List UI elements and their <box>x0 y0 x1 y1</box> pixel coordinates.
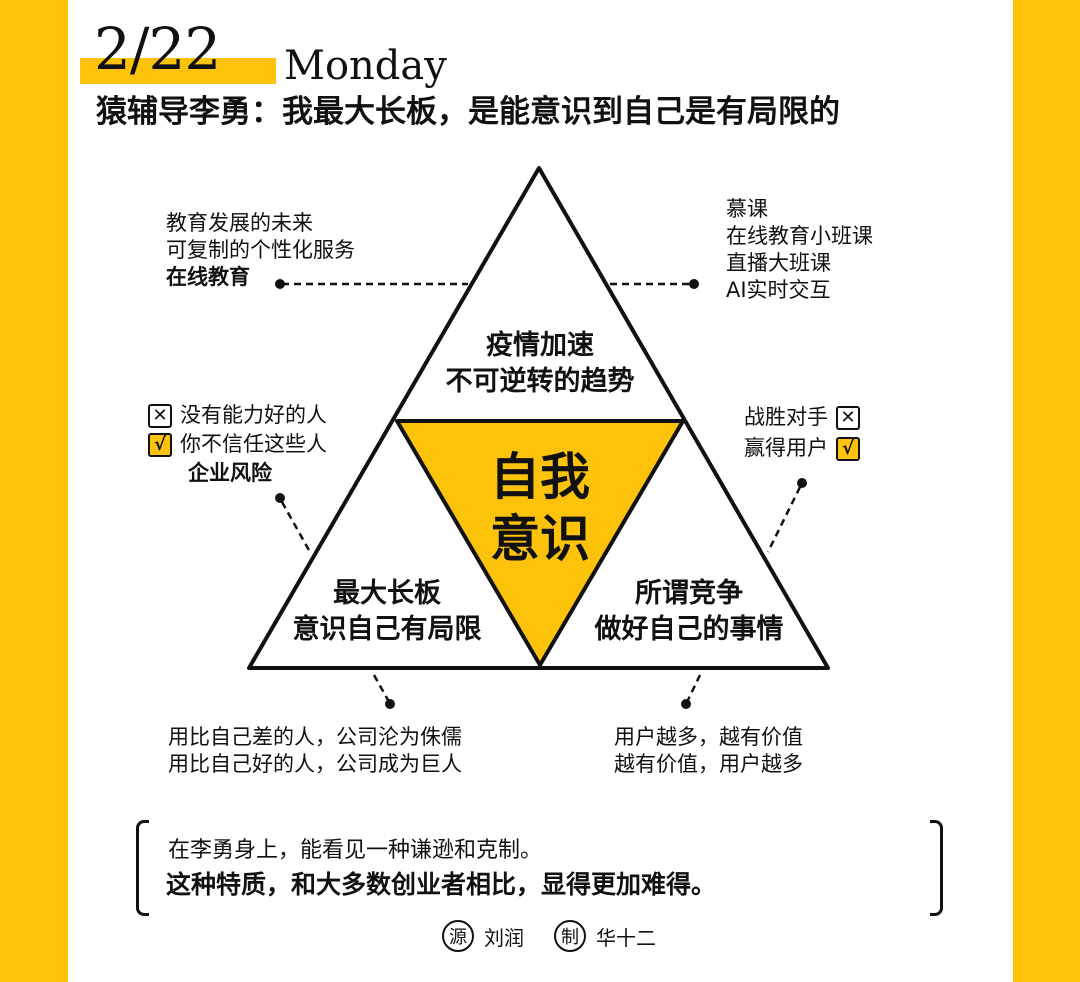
note-line: 直播大班课 <box>726 251 831 275</box>
connector-bottom-left <box>372 674 390 701</box>
credits: 源 刘润 制 华十二 <box>442 920 656 952</box>
core-label: 自我 意识 <box>460 446 620 570</box>
note-line: 教育发展的未来 <box>166 211 313 235</box>
connector-bottom-right <box>686 674 702 701</box>
note-mid-right: 战胜对手 ✕ 赢得用户 √ <box>744 404 860 462</box>
maker-mark: 制 <box>554 920 586 952</box>
note-line: 战胜对手 <box>744 405 828 429</box>
note-line: 慕课 <box>726 197 768 221</box>
note-keyword: 在线教育 <box>166 265 250 289</box>
core-label-line1: 自我 <box>490 448 590 506</box>
note-line: 用比自己差的人，公司沦为侏儒 <box>168 725 462 749</box>
connector-dot-top-right <box>689 279 699 289</box>
note-row: 赢得用户 √ <box>744 435 860 462</box>
note-bottom-left: 用比自己差的人，公司沦为侏儒 用比自己好的人，公司成为巨人 <box>168 724 462 778</box>
poster-card: 2/22 Monday 猿辅导李勇：我最大长板，是能意识到自己是有局限的 疫情加… <box>68 0 1013 982</box>
right-section-label: 所谓竞争 做好自己的事情 <box>574 576 804 648</box>
top-label-line1: 疫情加速 <box>486 330 594 361</box>
note-line: 用户越多，越有价值 <box>614 725 803 749</box>
cross-icon: ✕ <box>148 403 172 428</box>
note-line: 在线教育小班课 <box>726 224 873 248</box>
connector-dot-bottom-left <box>385 699 395 709</box>
note-line: 可复制的个性化服务 <box>166 238 355 262</box>
date: 2/22 <box>94 15 221 83</box>
note-top-right: 慕课 在线教育小班课 直播大班课 AI实时交互 <box>726 196 873 304</box>
outer-triangle <box>247 166 830 670</box>
maker-name: 华十二 <box>596 925 656 950</box>
inner-triangle <box>395 419 685 667</box>
connector-mid-right <box>766 486 802 553</box>
right-label-line1: 所谓竞争 <box>635 578 743 609</box>
core-label-line2: 意识 <box>490 510 590 568</box>
note-keyword: 企业风险 <box>188 461 272 485</box>
note-line: AI实时交互 <box>726 278 831 302</box>
note-line: 用比自己好的人，公司成为巨人 <box>168 752 462 776</box>
weekday: Monday <box>284 43 447 89</box>
note-line: 赢得用户 <box>744 436 828 460</box>
connector-dot-top-left <box>275 279 285 289</box>
source-name: 刘润 <box>484 925 524 950</box>
connector-dot-mid-left <box>275 493 285 503</box>
note-line: 你不信任这些人 <box>180 432 327 456</box>
connector-dot-bottom-right <box>681 699 691 709</box>
quote-bracket-right <box>930 820 943 916</box>
note-row: 战胜对手 ✕ <box>744 404 860 431</box>
left-section-label: 最大长板 意识自己有局限 <box>272 576 502 648</box>
note-line: 没有能力好的人 <box>180 403 327 427</box>
top-label-line2: 不可逆转的趋势 <box>445 366 635 397</box>
quote-bracket-left <box>136 820 149 916</box>
cross-icon: ✕ <box>836 405 860 430</box>
date-highlight-bar <box>80 58 276 84</box>
note-row: ✕ 没有能力好的人 <box>148 402 327 429</box>
check-icon: √ <box>148 432 172 457</box>
left-label-line2: 意识自己有局限 <box>292 614 482 645</box>
connector-mid-left <box>280 501 312 553</box>
note-mid-left: ✕ 没有能力好的人 √ 你不信任这些人 企业风险 <box>148 402 327 487</box>
connector-dot-mid-right <box>797 478 807 488</box>
right-label-line2: 做好自己的事情 <box>594 614 784 645</box>
note-row: √ 你不信任这些人 <box>148 431 327 458</box>
headline: 猿辅导李勇：我最大长板，是能意识到自己是有局限的 <box>96 94 840 130</box>
note-top-left: 教育发展的未来 可复制的个性化服务 在线教育 <box>166 210 355 291</box>
note-line: 越有价值，用户越多 <box>614 752 803 776</box>
quote-line1: 在李勇身上，能看见一种谦逊和克制。 <box>168 838 543 863</box>
source-mark: 源 <box>442 920 474 952</box>
note-bottom-right: 用户越多，越有价值 越有价值，用户越多 <box>614 724 803 778</box>
check-icon: √ <box>836 436 860 461</box>
triangle-diagram <box>247 166 830 709</box>
quote-line2: 这种特质，和大多数创业者相比，显得更加难得。 <box>166 870 717 899</box>
top-section-label: 疫情加速 不可逆转的趋势 <box>430 328 650 400</box>
left-label-line1: 最大长板 <box>333 578 441 609</box>
